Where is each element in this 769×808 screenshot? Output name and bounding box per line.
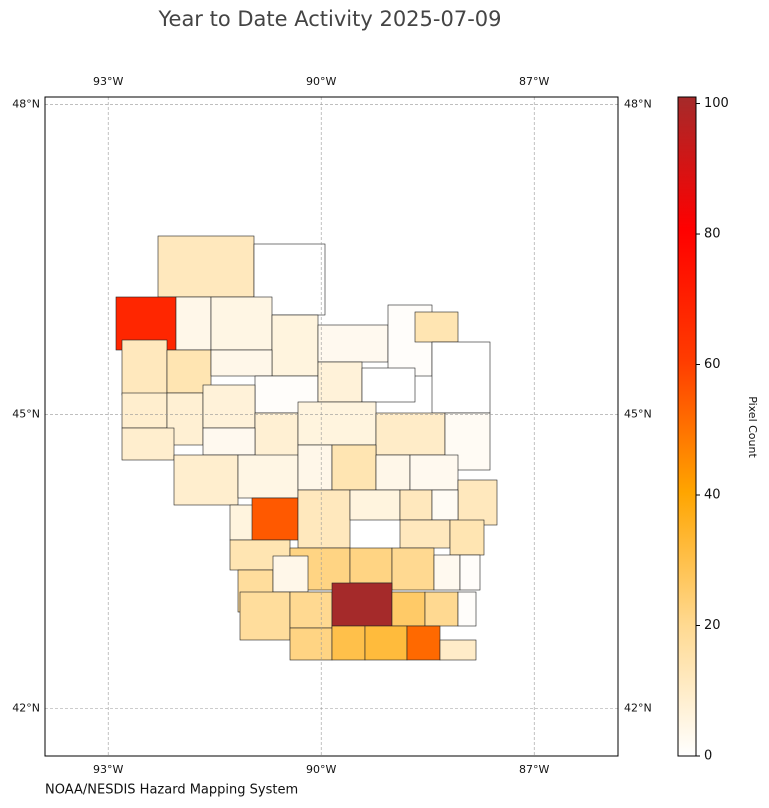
county xyxy=(251,497,299,541)
map-frame xyxy=(44,96,619,757)
county xyxy=(439,639,477,661)
county xyxy=(239,591,291,641)
county xyxy=(457,591,477,627)
colorbar-tick-label: 0 xyxy=(704,749,712,764)
county xyxy=(297,444,333,491)
county xyxy=(431,341,491,414)
county xyxy=(272,555,309,593)
county xyxy=(331,582,393,627)
county xyxy=(349,547,393,584)
colorbar-tick-label: 100 xyxy=(704,96,729,111)
county xyxy=(391,591,426,627)
y-tick-label: 48°N xyxy=(12,97,40,110)
y-tick-label: 45°N xyxy=(12,407,40,420)
county xyxy=(271,314,319,377)
source: NOAA/NESDIS Hazard Mapping System xyxy=(45,783,298,798)
county xyxy=(457,479,498,526)
colorbar-tick-label: 60 xyxy=(704,357,721,372)
county xyxy=(237,454,299,499)
county xyxy=(210,349,273,377)
county xyxy=(414,311,459,343)
x-tick-label: 90°W xyxy=(306,75,336,88)
county xyxy=(210,296,273,351)
county xyxy=(391,547,435,591)
county xyxy=(409,454,459,491)
county xyxy=(399,489,433,521)
county xyxy=(289,627,333,661)
county xyxy=(173,454,239,506)
county xyxy=(459,554,481,591)
y-tick-label: 42°N xyxy=(12,701,40,714)
colorbar xyxy=(677,96,697,757)
colorbar-tick-label: 20 xyxy=(704,618,721,633)
county xyxy=(364,625,408,661)
county xyxy=(202,427,256,456)
x-tick-label: 87°W xyxy=(519,763,549,776)
county xyxy=(297,401,377,446)
colorbar-label: Pixel Count xyxy=(746,396,759,458)
county xyxy=(121,339,168,396)
county xyxy=(317,361,363,403)
county xyxy=(229,504,256,541)
county xyxy=(406,625,441,661)
county xyxy=(361,367,416,403)
county xyxy=(202,384,256,429)
county xyxy=(121,427,175,461)
county xyxy=(175,296,212,351)
county xyxy=(399,519,451,549)
y-tick-label: 48°N xyxy=(624,97,652,110)
x-tick-label: 87°W xyxy=(519,75,549,88)
county xyxy=(157,235,255,298)
county xyxy=(433,554,461,591)
chart-title: Year to Date Activity 2025-07-09 xyxy=(157,7,501,31)
county xyxy=(375,454,411,491)
county xyxy=(331,625,366,661)
y-tick-label: 45°N xyxy=(624,407,652,420)
x-tick-label: 93°W xyxy=(93,763,123,776)
county xyxy=(297,489,351,549)
county xyxy=(289,591,333,629)
x-tick-label: 90°W xyxy=(306,763,336,776)
county xyxy=(331,444,377,491)
county xyxy=(449,519,485,556)
county xyxy=(375,412,446,456)
colorbar-tick-label: 80 xyxy=(704,227,721,242)
y-tick-label: 42°N xyxy=(624,701,652,714)
county xyxy=(424,591,459,627)
county xyxy=(121,392,168,429)
county xyxy=(317,324,389,363)
county xyxy=(431,489,459,521)
county xyxy=(349,489,401,521)
colorbar-tick-label: 40 xyxy=(704,488,721,503)
x-tick-label: 93°W xyxy=(93,75,123,88)
